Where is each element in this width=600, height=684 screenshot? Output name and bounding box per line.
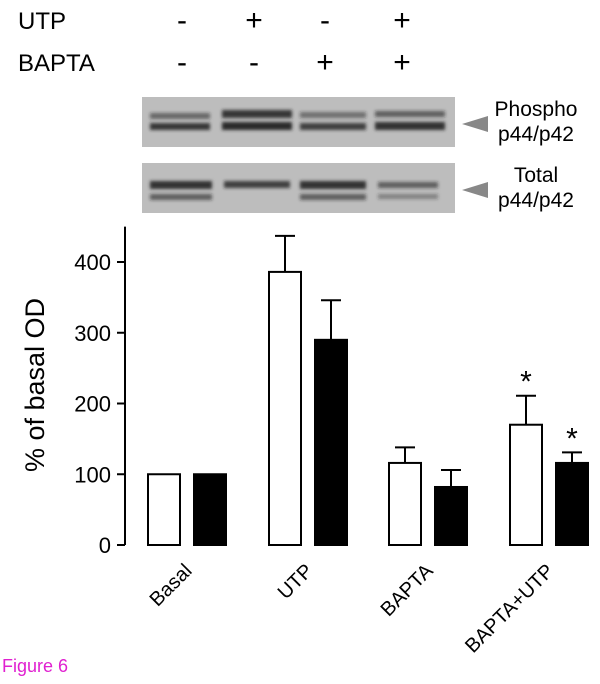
y-tick-label: 400 bbox=[74, 250, 111, 275]
treatment-label: UTP bbox=[18, 8, 66, 35]
treatment-label: BAPTA bbox=[18, 50, 95, 77]
x-tick-label: Basal bbox=[146, 560, 197, 611]
blot-image bbox=[142, 97, 455, 147]
blot-label: Total bbox=[514, 164, 558, 187]
bar bbox=[314, 338, 348, 547]
treatment-sign: + bbox=[245, 4, 263, 37]
treatment-sign: + bbox=[393, 46, 411, 79]
bar bbox=[555, 461, 589, 546]
treatment-sign: - bbox=[249, 46, 259, 79]
bar bbox=[147, 473, 181, 546]
bar bbox=[268, 270, 302, 546]
x-tick-label: BAPTA bbox=[377, 560, 438, 621]
arrow bbox=[462, 182, 488, 198]
blot-label: p44/p42 bbox=[498, 189, 574, 212]
blot-label: Phospho bbox=[495, 98, 578, 121]
y-tick-label: 100 bbox=[74, 462, 111, 487]
treatment-sign: - bbox=[177, 46, 187, 79]
y-axis-label: % of basal OD bbox=[20, 298, 50, 472]
bar bbox=[509, 423, 543, 547]
blot-image bbox=[142, 163, 455, 213]
treatment-sign: + bbox=[393, 4, 411, 37]
x-tick-label: BAPTA+UTP bbox=[461, 560, 558, 657]
figure-label: Figure 6 bbox=[2, 656, 68, 676]
significance-marker: * bbox=[566, 422, 578, 455]
x-tick-label: UTP bbox=[274, 560, 318, 604]
blot-label: p44/p42 bbox=[498, 123, 574, 146]
treatment-sign: - bbox=[320, 4, 330, 37]
treatment-sign: + bbox=[316, 46, 334, 79]
bar bbox=[193, 473, 227, 546]
y-tick-label: 200 bbox=[74, 392, 111, 417]
treatment-sign: - bbox=[177, 4, 187, 37]
significance-marker: * bbox=[520, 366, 532, 399]
arrow bbox=[462, 116, 488, 132]
y-tick-label: 0 bbox=[99, 533, 111, 558]
bar bbox=[388, 461, 422, 546]
y-tick-label: 300 bbox=[74, 321, 111, 346]
bar bbox=[434, 485, 468, 546]
